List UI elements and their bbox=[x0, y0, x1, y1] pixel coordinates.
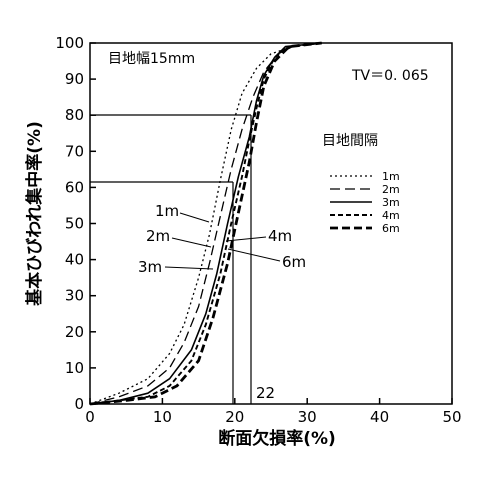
curve-label-6m: 6m bbox=[282, 253, 306, 271]
series-line-3m bbox=[89, 42, 322, 405]
x-tick-label: 40 bbox=[370, 408, 389, 426]
y-tick-label: 30 bbox=[65, 287, 84, 305]
curve-label-2m: 2m bbox=[146, 227, 170, 245]
curve-labels: 1m 2m 3m 4m 6m bbox=[138, 202, 306, 276]
reference-lines bbox=[90, 114, 252, 404]
x-tick-label: 0 bbox=[85, 408, 95, 426]
y-tick-label: 70 bbox=[65, 142, 84, 160]
series-line-1m bbox=[89, 42, 322, 405]
curve-label-1m: 1m bbox=[155, 202, 179, 220]
curve-label-3m: 3m bbox=[138, 258, 162, 276]
series-line-2m bbox=[89, 42, 322, 405]
curve-label-leader-3m bbox=[164, 266, 214, 270]
x-tick-label: 20 bbox=[225, 408, 244, 426]
series-line-6m bbox=[89, 41, 322, 406]
x-axis-label: 断面欠損率(%) bbox=[218, 428, 336, 449]
axis-layer: 0 10 20 30 40 50 0 10 20 30 40 50 60 70 80 90 100 断面欠損率(%… bbox=[24, 34, 462, 449]
legend-label-1m: 1m bbox=[382, 170, 400, 183]
y-tick-label: 40 bbox=[65, 251, 84, 269]
y-tick-label: 80 bbox=[65, 106, 84, 124]
curve-label-leader-1m bbox=[179, 212, 210, 223]
y-tick-label: 20 bbox=[65, 323, 84, 341]
legend-title: 目地間隔 bbox=[322, 133, 378, 149]
x-tick-label: 30 bbox=[298, 408, 317, 426]
legend-label-2m: 2m bbox=[382, 183, 400, 196]
curve-label-leader-4m bbox=[225, 236, 267, 242]
series-layer bbox=[89, 41, 322, 406]
y-tick-label: 100 bbox=[55, 34, 84, 52]
y-tick-label: 0 bbox=[74, 395, 84, 413]
curve-label-4m: 4m bbox=[268, 227, 292, 245]
y-tick-label: 10 bbox=[65, 359, 84, 377]
legend-label-6m: 6m bbox=[382, 222, 400, 235]
legend-label-4m: 4m bbox=[382, 209, 400, 222]
x-marker-22: 22 bbox=[256, 384, 275, 402]
legend-label-3m: 3m bbox=[382, 196, 400, 209]
curve-label-leader-6m bbox=[227, 248, 281, 262]
curve-label-leader-2m bbox=[171, 237, 212, 248]
x-tick-label: 50 bbox=[442, 408, 461, 426]
tv-note: TV＝0. 065 bbox=[351, 68, 429, 84]
y-tick-label: 90 bbox=[65, 70, 84, 88]
y-axis-label: 基本ひびわれ集中率(%) bbox=[24, 121, 45, 307]
y-tick-label: 60 bbox=[65, 178, 84, 196]
y-tick-label: 50 bbox=[65, 215, 84, 233]
series-line-4m bbox=[89, 42, 322, 405]
x-tick-label: 10 bbox=[153, 408, 172, 426]
joint-width-note: 目地幅15mm bbox=[108, 51, 195, 67]
